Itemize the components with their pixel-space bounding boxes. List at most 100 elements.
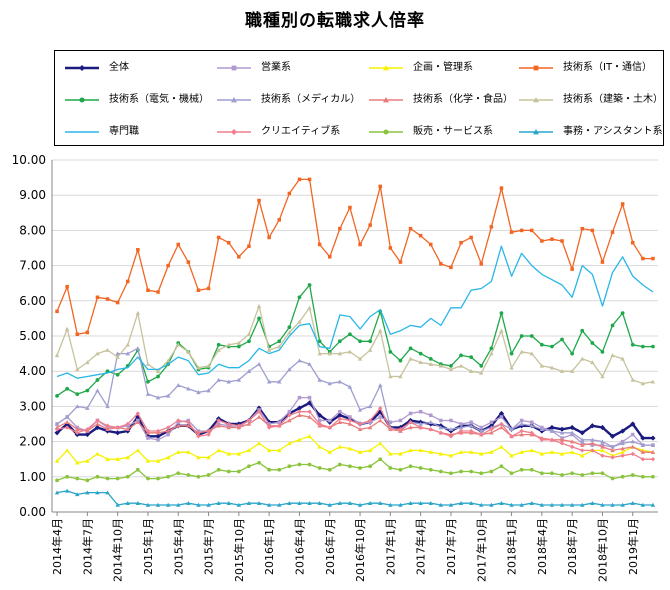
series-7-point <box>317 351 322 356</box>
series-9-point <box>610 455 615 460</box>
series-3-point <box>156 290 160 294</box>
series-7-point <box>277 344 282 349</box>
series-7-point <box>327 351 332 356</box>
series-6-point <box>519 432 524 437</box>
x-tick-label: 2014年10月 <box>111 518 125 582</box>
series-5-point <box>155 395 161 400</box>
series-10-point <box>449 471 453 476</box>
series-3-point <box>469 235 473 240</box>
series-5-point <box>347 384 353 389</box>
legend-swatch <box>217 65 251 71</box>
x-tick-label: 2016年1月 <box>262 518 276 575</box>
series-1-point <box>418 409 423 414</box>
series-6-point <box>64 420 70 424</box>
series-0-point <box>569 424 575 431</box>
series-11-point <box>75 492 80 497</box>
series-0-point <box>115 430 121 436</box>
series-2-point <box>378 441 383 446</box>
series-9-point <box>64 425 70 430</box>
legend-swatch <box>217 97 251 103</box>
series-2-point <box>266 448 272 453</box>
series-5-point <box>75 404 80 409</box>
series-6-point <box>297 413 302 417</box>
series-3-point <box>540 239 544 243</box>
series-9-point <box>246 418 252 423</box>
x-tick-label: 2015年10月 <box>232 518 246 582</box>
series-11-point <box>206 502 211 507</box>
series-9-point <box>539 437 545 443</box>
series-1-point <box>327 418 332 423</box>
series-10-point <box>95 474 100 479</box>
series-2-point <box>398 451 403 456</box>
series-2-point <box>438 451 444 456</box>
series-2-point <box>499 444 504 449</box>
legend-label: 技術系（建築・土木） <box>563 94 663 105</box>
series-4-point <box>529 334 534 338</box>
series-7-point <box>650 379 656 384</box>
series-11-point <box>95 490 100 495</box>
series-6-point <box>186 423 191 428</box>
series-11-point <box>620 502 625 507</box>
series-1-point <box>297 395 302 400</box>
series-2-point <box>519 449 524 454</box>
series-2-point <box>489 449 494 454</box>
series-9-point <box>357 421 363 427</box>
x-tick-label: 2019年1月 <box>626 518 640 575</box>
series-5-point <box>145 391 151 396</box>
series-7-point <box>610 353 615 358</box>
series-4-point <box>550 344 554 349</box>
series-9-point <box>186 420 191 425</box>
series-9-point <box>640 457 646 462</box>
series-3-point <box>459 240 463 245</box>
series-7-point <box>388 374 393 379</box>
series-3-point <box>186 260 191 264</box>
series-9-point <box>378 405 383 411</box>
series-5-point <box>95 388 100 393</box>
series-11-point <box>64 488 70 493</box>
series-6-point <box>620 446 625 451</box>
x-tick-label: 2018年1月 <box>505 518 519 575</box>
series-2-point <box>418 448 423 453</box>
series-6-point <box>559 437 565 442</box>
series-5-point <box>105 404 110 409</box>
series-2-point <box>347 446 353 451</box>
series-9-point <box>630 451 635 457</box>
series-11-point <box>266 502 272 507</box>
series-4-point <box>408 346 413 351</box>
series-3-point <box>641 256 645 261</box>
series-5-point <box>287 367 292 372</box>
series-11-point <box>630 501 635 505</box>
x-tick-label: 2015年7月 <box>202 518 216 575</box>
series-10-point <box>560 473 564 477</box>
legend-label: 技術系（電気・機械） <box>109 94 209 105</box>
series-9-point <box>620 453 625 458</box>
series-7-point <box>468 369 474 373</box>
series-7-point <box>580 356 585 361</box>
series-7-point <box>145 361 151 366</box>
series-10-point <box>65 474 70 479</box>
series-0-point <box>650 435 656 441</box>
series-9-point <box>559 441 565 446</box>
y-tick-label: 7.00 <box>19 259 46 273</box>
series-11-point <box>226 501 231 505</box>
series-9-point <box>115 425 120 430</box>
legend-swatch <box>65 97 99 103</box>
series-2-point <box>388 451 393 456</box>
series-2-point <box>95 451 100 456</box>
series-7-point <box>75 367 80 372</box>
y-tick-label: 4.00 <box>19 364 46 378</box>
series-5-point <box>559 430 565 435</box>
series-5-point <box>64 414 70 419</box>
series-6-point <box>337 420 343 424</box>
series-7-point <box>479 370 484 375</box>
series-1-point <box>529 420 534 424</box>
series-10-point <box>630 473 635 477</box>
series-1-point <box>277 420 282 424</box>
series-10-point <box>105 476 110 481</box>
series-2-point <box>64 448 70 453</box>
series-5-point <box>630 439 635 444</box>
series-5-point <box>125 351 130 356</box>
legend-swatch-marker <box>533 65 539 71</box>
series-6-point <box>95 421 100 426</box>
series-6-point <box>610 448 615 453</box>
